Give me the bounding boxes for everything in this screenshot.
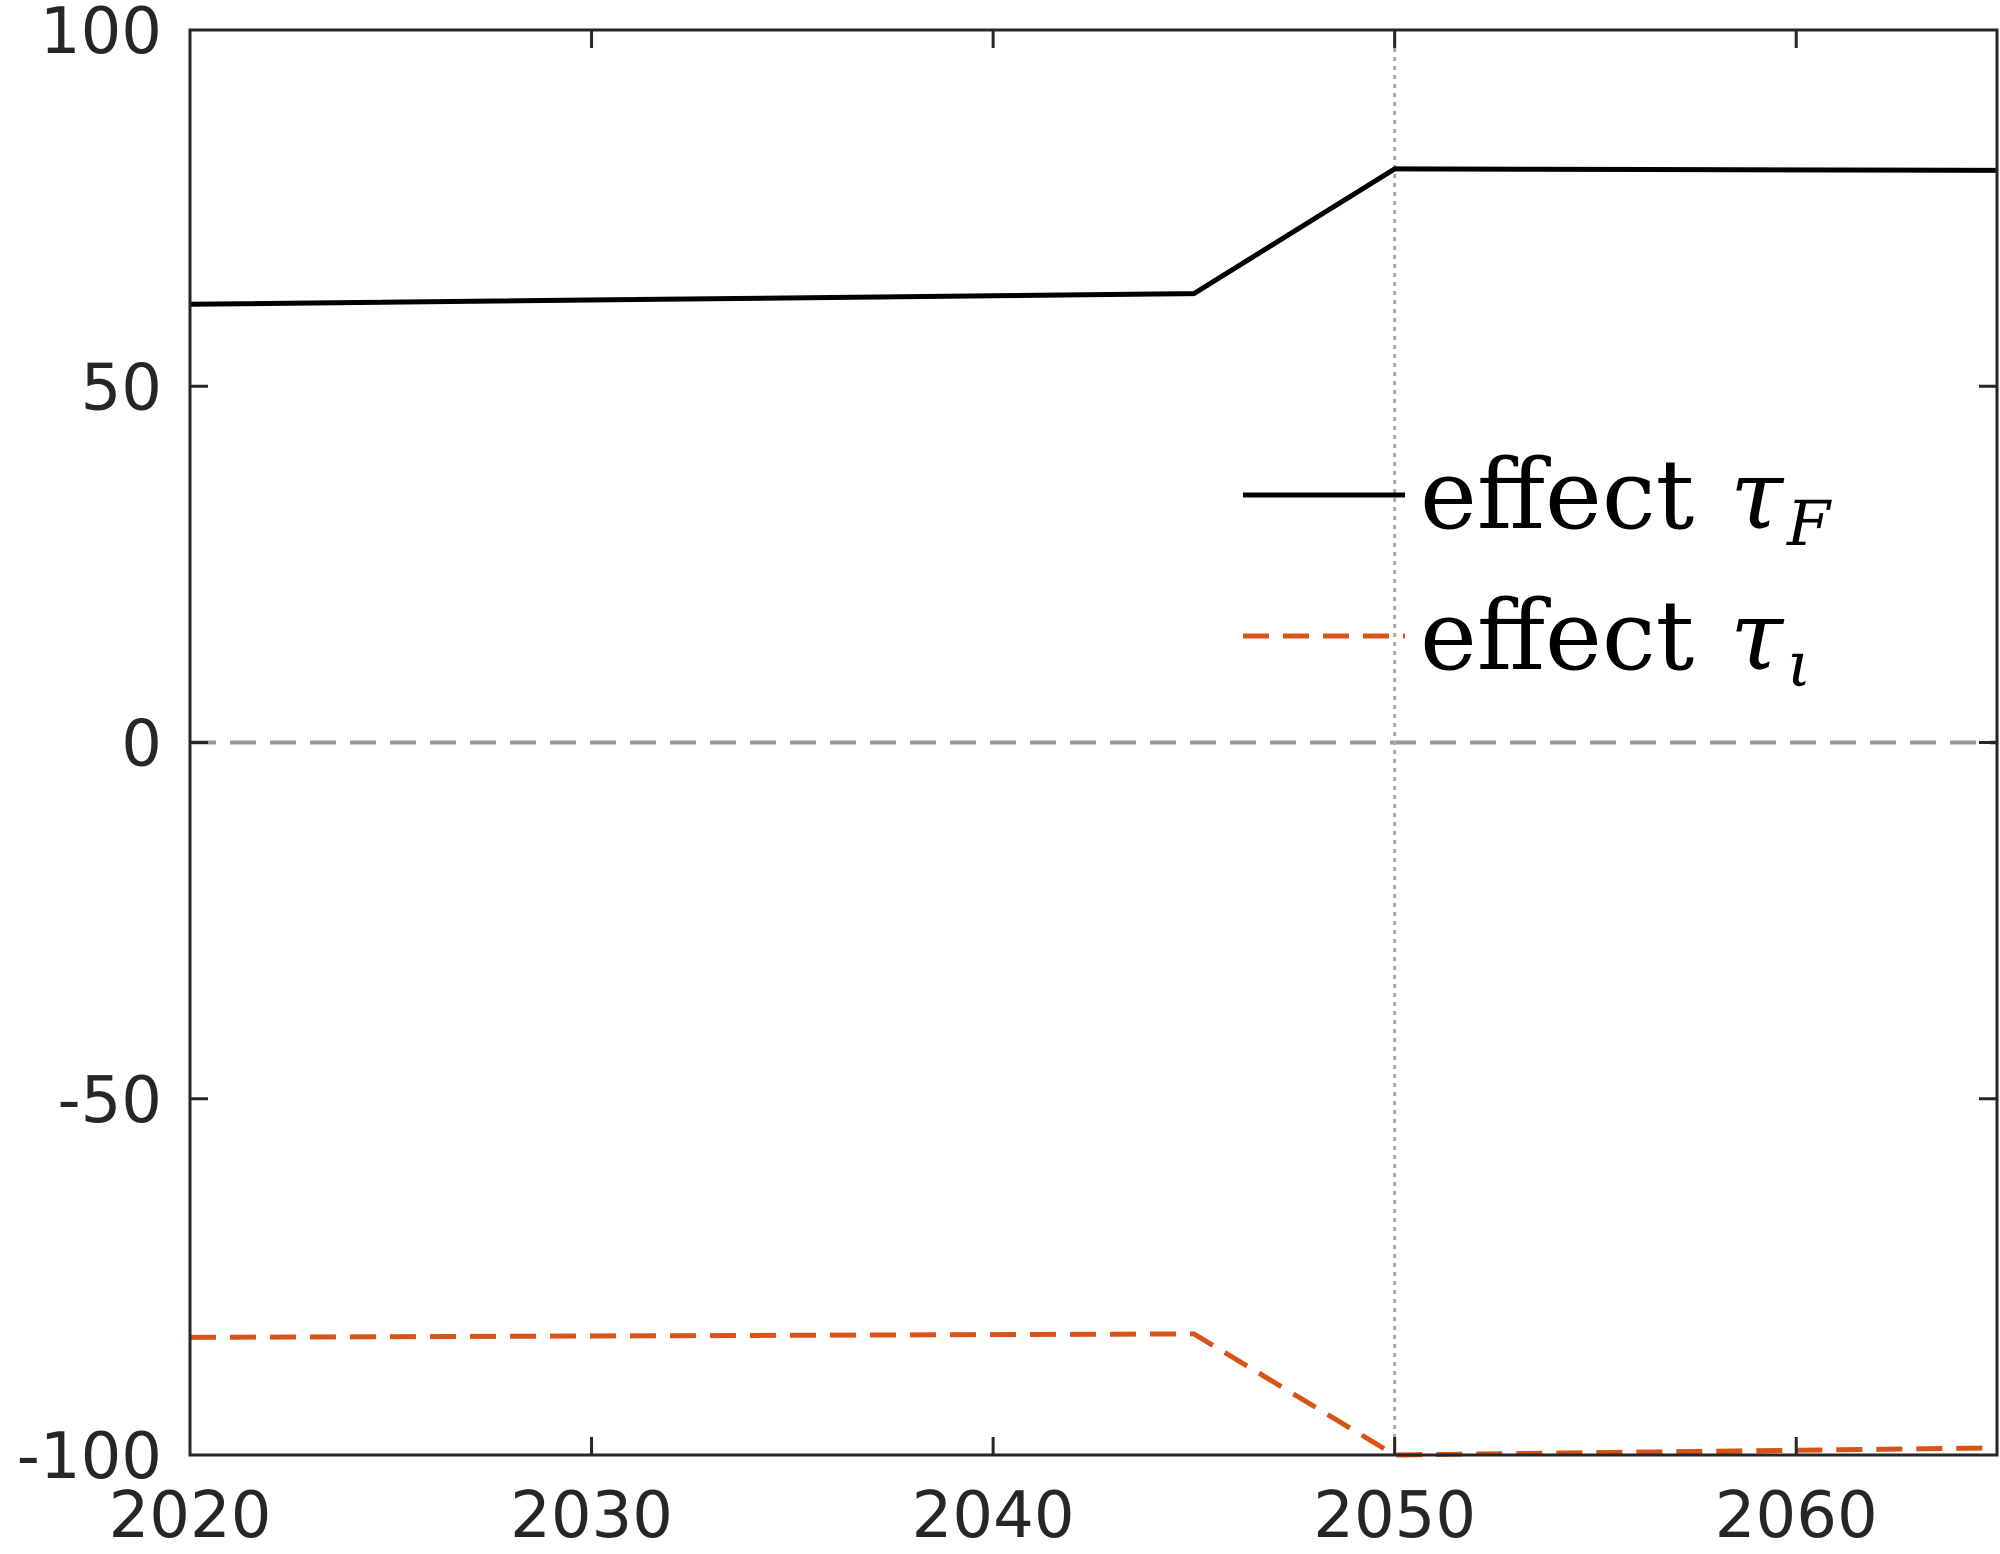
x-tick-label: 2020	[109, 1479, 272, 1553]
legend-symbol: τ	[1730, 439, 1785, 551]
y-tick-label: 100	[40, 0, 162, 69]
series-line-1	[189, 166, 1998, 307]
legend-subscript: ι	[1787, 628, 1811, 701]
legend-label: effect	[1420, 580, 1694, 692]
legend-entry-2: effect τ ι	[1243, 580, 1811, 701]
y-tick-label: 50	[81, 351, 162, 425]
y-tick-label: -100	[17, 1420, 162, 1494]
x-tick-label: 2030	[510, 1479, 673, 1553]
y-tick-label: -50	[57, 1064, 162, 1138]
series-layer	[189, 166, 1998, 1458]
ticks-layer: 2020 2030 2040 2050 2060 -100 -50 0 50 100	[17, 0, 1997, 1553]
legend-entry-1: effect τ F	[1243, 439, 1832, 560]
y-tick-label: 0	[121, 708, 162, 782]
legend-subscript: F	[1786, 487, 1832, 560]
legend-symbol: τ	[1730, 580, 1785, 692]
x-tick-label: 2060	[1715, 1479, 1878, 1553]
x-tick-label: 2050	[1313, 1479, 1476, 1553]
reference-lines	[190, 30, 1997, 1455]
legend-label: effect	[1420, 439, 1694, 551]
x-tick-label: 2040	[912, 1479, 1075, 1553]
series-line-2	[189, 1331, 1998, 1458]
